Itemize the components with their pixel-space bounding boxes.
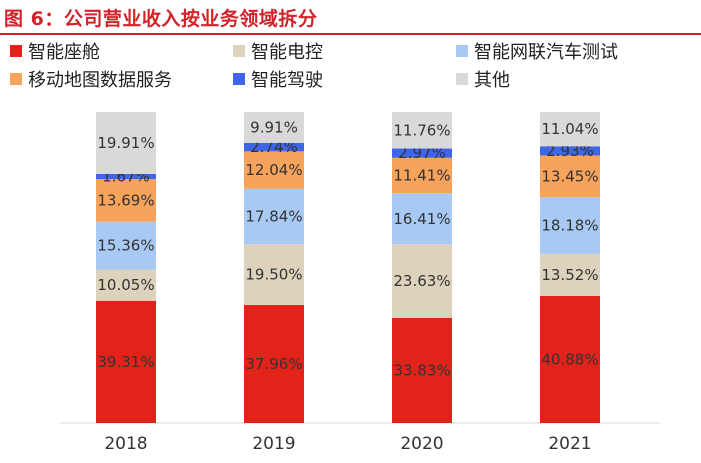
data-label: 11.76% — [393, 121, 450, 139]
data-label: 37.96% — [245, 355, 302, 373]
legend-item: 智能驾驶 — [233, 68, 323, 91]
legend-swatch — [10, 73, 22, 85]
data-label: 13.69% — [97, 191, 154, 209]
legend-item: 移动地图数据服务 — [10, 68, 172, 91]
legend-item: 智能座舱 — [10, 40, 100, 63]
data-label: 9.91% — [250, 118, 298, 136]
data-label: 19.50% — [245, 266, 302, 284]
legend-label: 智能座舱 — [28, 42, 100, 63]
data-label: 10.05% — [97, 276, 154, 294]
bar-segment — [540, 295, 600, 423]
bar-segment — [540, 197, 600, 254]
data-label: 11.41% — [393, 167, 450, 185]
bar-segment — [392, 111, 452, 149]
bar-segment — [244, 304, 304, 423]
bar-segment — [244, 188, 304, 245]
figure-title: 图 6：公司营业收入按业务领域拆分 — [4, 8, 318, 30]
data-label: 33.83% — [393, 361, 450, 379]
bar-segment — [392, 148, 452, 158]
bar-segment — [244, 151, 304, 189]
legend-label: 其他 — [474, 70, 510, 91]
bar-segment — [540, 253, 600, 296]
legend-swatch — [233, 45, 245, 57]
bar-segment — [244, 142, 304, 152]
data-label: 16.41% — [393, 210, 450, 228]
data-label: 39.31% — [97, 353, 154, 371]
bar-segment — [392, 193, 452, 245]
data-label: 40.88% — [541, 350, 598, 368]
legend-swatch — [233, 73, 245, 85]
legend-swatch — [10, 45, 22, 57]
data-label: 15.36% — [97, 237, 154, 255]
data-label: 18.18% — [541, 217, 598, 235]
legend-label: 智能网联汽车测试 — [474, 42, 618, 63]
bar-segment — [96, 179, 156, 222]
data-label: 12.04% — [245, 161, 302, 179]
bar-segment — [96, 269, 156, 301]
data-label: 17.84% — [245, 208, 302, 226]
bar-segment — [96, 112, 156, 174]
x-tick-label: 2020 — [400, 434, 443, 454]
legend-swatch — [456, 45, 468, 57]
legend-item: 其他 — [456, 68, 510, 91]
data-label: 19.91% — [97, 134, 154, 152]
x-tick-label: 2021 — [548, 434, 591, 454]
data-label: 11.04% — [541, 120, 598, 138]
x-tick-label: 2018 — [104, 434, 147, 454]
legend-item: 智能电控 — [233, 40, 323, 63]
bar-segment — [392, 157, 452, 194]
data-label: 2.93% — [546, 142, 594, 160]
bar-segment — [392, 244, 452, 318]
legend-label: 智能驾驶 — [251, 70, 323, 91]
x-tick-label: 2019 — [252, 434, 295, 454]
bar-segment — [392, 317, 452, 423]
bar-segment — [540, 112, 600, 147]
data-label: 2.97% — [398, 144, 446, 162]
bar-segment — [244, 244, 304, 305]
bar-segment — [96, 221, 156, 270]
data-label: 13.45% — [541, 167, 598, 185]
legend-swatch — [456, 73, 468, 85]
title-divider — [0, 33, 701, 35]
bar-segment — [540, 146, 600, 156]
bar-segment — [96, 173, 156, 180]
bar-segment — [244, 112, 304, 143]
legend-item: 智能网联汽车测试 — [456, 40, 618, 63]
data-label: 13.52% — [541, 266, 598, 284]
data-label: 23.63% — [393, 272, 450, 290]
bar-segment — [540, 155, 600, 198]
bar-segment — [96, 300, 156, 423]
legend-label: 移动地图数据服务 — [28, 70, 172, 91]
legend-label: 智能电控 — [251, 42, 323, 63]
